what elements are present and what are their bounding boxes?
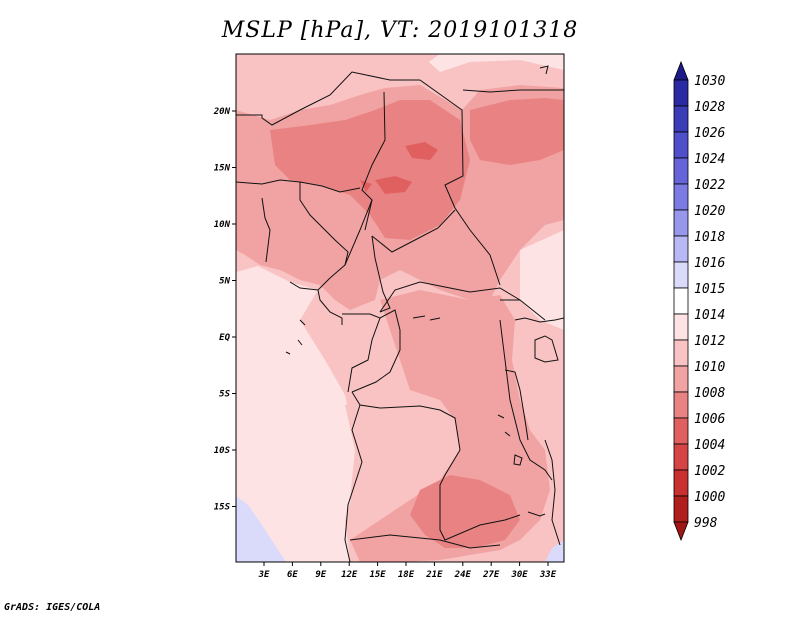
lat-label: 15N bbox=[214, 164, 231, 174]
lat-label: 5S bbox=[219, 390, 230, 400]
contour-1008-west bbox=[236, 175, 345, 270]
contour-1012-west bbox=[236, 266, 360, 562]
colorbar-swatch bbox=[673, 79, 689, 107]
colorbar-swatch bbox=[673, 365, 689, 393]
contour-1016-sw bbox=[236, 496, 286, 562]
colorbar-swatch bbox=[673, 469, 689, 497]
colorbar-label: 1006 bbox=[694, 412, 725, 427]
colorbar-swatch bbox=[673, 495, 689, 523]
lon-label: 33E bbox=[539, 570, 557, 580]
colorbar-swatch bbox=[673, 209, 689, 237]
colorbar-swatch bbox=[673, 391, 689, 419]
colorbar-label: 1026 bbox=[694, 126, 725, 141]
colorbar-label: 1010 bbox=[694, 360, 725, 375]
colorbar-swatch bbox=[673, 339, 689, 367]
lat-label: EQ bbox=[219, 333, 230, 343]
grads-credit: GrADS: IGES/COLA bbox=[4, 602, 101, 613]
colorbar-label: 1028 bbox=[694, 100, 725, 115]
longitude-axis: 3E 6E 9E 12E 15E 18E 21E 24E 27E 30E 33E bbox=[258, 562, 557, 580]
colorbar-label: 1004 bbox=[694, 438, 725, 453]
lon-label: 27E bbox=[482, 570, 500, 580]
colorbar-label: 1020 bbox=[694, 204, 725, 219]
lat-label: 10S bbox=[214, 446, 231, 456]
contour-1004-spot3 bbox=[360, 180, 372, 192]
lat-label: 20N bbox=[213, 107, 231, 117]
colorbar-label: 1018 bbox=[694, 230, 725, 245]
colorbar-swatch bbox=[673, 131, 689, 159]
lat-label: 5N bbox=[219, 277, 230, 287]
colorbar-label: 1008 bbox=[694, 386, 725, 401]
latitude-axis: 20N 15N 10N 5N EQ 5S 10S 15S bbox=[213, 107, 236, 513]
lon-label: 12E bbox=[341, 570, 358, 580]
contour-1004-spot1 bbox=[375, 176, 412, 194]
country-borders bbox=[236, 65, 564, 562]
lon-label: 9E bbox=[315, 570, 326, 580]
lon-label: 6E bbox=[287, 570, 298, 580]
colorbar-swatch bbox=[673, 157, 689, 185]
lon-label: 15E bbox=[369, 570, 386, 580]
pressure-field bbox=[236, 54, 564, 562]
contour-1006-sudan bbox=[470, 98, 564, 165]
lon-label: 30E bbox=[510, 570, 528, 580]
colorbar: 1030 1028 1026 1024 1022 1020 1018 1016 1015 1014… bbox=[673, 60, 725, 542]
lat-label: 10N bbox=[214, 220, 231, 230]
colorbar-swatch bbox=[673, 105, 689, 133]
colorbar-swatch bbox=[673, 183, 689, 211]
colorbar-label: 1002 bbox=[694, 464, 725, 479]
colorbar-swatch bbox=[673, 443, 689, 471]
contour-1004-spot2 bbox=[405, 142, 438, 160]
contour-1016-se bbox=[545, 540, 564, 562]
contour-1012-east bbox=[520, 230, 564, 330]
contour-1006-zambia bbox=[410, 475, 520, 548]
colorbar-bottom-arrow bbox=[673, 521, 689, 542]
colorbar-top-arrow bbox=[673, 60, 689, 81]
colorbar-label: 1012 bbox=[694, 334, 725, 349]
contour-1012-angola bbox=[345, 395, 460, 510]
map-border bbox=[235, 53, 565, 563]
colorbar-label: 1022 bbox=[694, 178, 725, 193]
lon-label: 24E bbox=[454, 570, 472, 580]
contour-1012-north bbox=[236, 54, 564, 72]
colorbar-swatch bbox=[673, 287, 689, 315]
lon-label: 21E bbox=[425, 570, 443, 580]
lat-label: 15S bbox=[214, 503, 231, 513]
colorbar-swatch bbox=[673, 417, 689, 445]
colorbar-label: 1024 bbox=[694, 152, 725, 167]
lon-label: 3E bbox=[258, 570, 270, 580]
colorbar-swatch bbox=[673, 235, 689, 263]
colorbar-label: 998 bbox=[694, 516, 718, 531]
colorbar-label: 1016 bbox=[694, 256, 725, 271]
colorbar-label: 1015 bbox=[694, 282, 725, 297]
colorbar-label: 1000 bbox=[694, 490, 725, 505]
colorbar-label: 1030 bbox=[694, 74, 725, 89]
lon-label: 18E bbox=[398, 570, 415, 580]
map-title: MSLP [hPa], VT: 2019101318 bbox=[221, 18, 579, 43]
contour-1012-north2 bbox=[300, 54, 440, 80]
colorbar-swatch bbox=[673, 313, 689, 341]
colorbar-swatch bbox=[673, 261, 689, 289]
colorbar-label: 1014 bbox=[694, 308, 725, 323]
